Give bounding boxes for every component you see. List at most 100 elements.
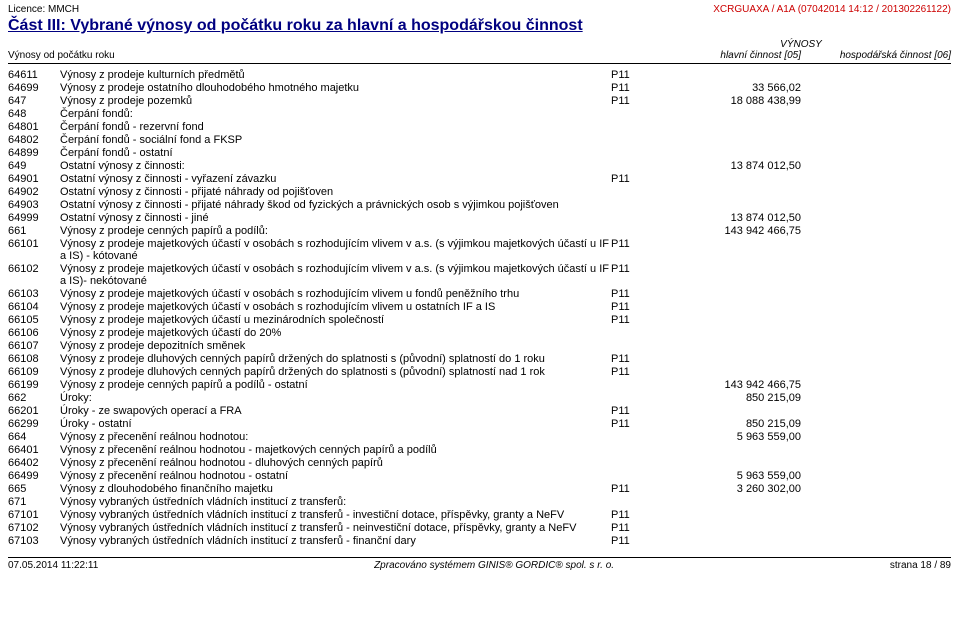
row-desc: Výnosy z přecenění reálnou hodnotou - os… <box>60 469 611 482</box>
row-p-code <box>611 107 651 120</box>
row-hc-value <box>651 237 801 262</box>
row-desc: Výnosy z prodeje kulturních předmětů <box>60 68 611 81</box>
row-desc: Výnosy vybraných ústředních vládních ins… <box>60 521 611 534</box>
row-p-code <box>611 326 651 339</box>
row-code: 66401 <box>8 443 60 456</box>
row-desc: Výnosy z prodeje majetkových účastí v os… <box>60 300 611 313</box>
table-row: 66102Výnosy z prodeje majetkových účastí… <box>8 262 951 287</box>
row-oc-value <box>801 378 951 391</box>
row-desc: Výnosy z prodeje dluhových cenných papír… <box>60 352 611 365</box>
table-row: 66201Úroky - ze swapových operací a FRAP… <box>8 404 951 417</box>
row-p-code <box>611 198 651 211</box>
row-code: 64699 <box>8 81 60 94</box>
table-row: 64902Ostatní výnosy z činnosti - přijaté… <box>8 185 951 198</box>
row-hc-value: 850 215,09 <box>651 391 801 404</box>
table-row: 649Ostatní výnosy z činnosti:13 874 012,… <box>8 159 951 172</box>
row-p-code: P11 <box>611 365 651 378</box>
table-row: 662Úroky:850 215,09 <box>8 391 951 404</box>
row-hc-value: 5 963 559,00 <box>651 469 801 482</box>
hc-col-header: hlavní činnost [05] <box>651 50 801 61</box>
section-title: Část III: Vybrané výnosy od počátku roku… <box>8 17 951 35</box>
row-hc-value <box>651 352 801 365</box>
row-hc-value <box>651 262 801 287</box>
row-code: 661 <box>8 224 60 237</box>
row-oc-value <box>801 198 951 211</box>
row-p-code: P11 <box>611 81 651 94</box>
row-p-code: P11 <box>611 172 651 185</box>
left-col-header: Výnosy od počátku roku <box>8 50 651 61</box>
row-p-code <box>611 430 651 443</box>
row-desc: Výnosy z prodeje majetkových účastí v os… <box>60 287 611 300</box>
row-oc-value <box>801 68 951 81</box>
row-p-code <box>611 133 651 146</box>
table-row: 64611Výnosy z prodeje kulturních předmět… <box>8 68 951 81</box>
row-oc-value <box>801 469 951 482</box>
row-hc-value <box>651 172 801 185</box>
row-oc-value <box>801 443 951 456</box>
row-desc: Výnosy vybraných ústředních vládních ins… <box>60 508 611 521</box>
row-oc-value <box>801 94 951 107</box>
row-p-code <box>611 120 651 133</box>
row-p-code: P11 <box>611 521 651 534</box>
vynosy-heading: VÝNOSY <box>651 39 951 50</box>
row-p-code <box>611 495 651 508</box>
row-desc: Výnosy z prodeje ostatního dlouhodobého … <box>60 81 611 94</box>
row-oc-value <box>801 365 951 378</box>
row-oc-value <box>801 262 951 287</box>
row-code: 67103 <box>8 534 60 547</box>
row-oc-value <box>801 81 951 94</box>
row-oc-value <box>801 146 951 159</box>
row-hc-value <box>651 300 801 313</box>
row-oc-value <box>801 159 951 172</box>
row-p-code <box>611 146 651 159</box>
row-desc: Výnosy z prodeje majetkových účastí do 2… <box>60 326 611 339</box>
row-hc-value <box>651 185 801 198</box>
row-desc: Výnosy vybraných ústředních vládních ins… <box>60 534 611 547</box>
table-row: 671Výnosy vybraných ústředních vládních … <box>8 495 951 508</box>
table-row: 64903Ostatní výnosy z činnosti - přijaté… <box>8 198 951 211</box>
row-code: 66107 <box>8 339 60 352</box>
row-code: 664 <box>8 430 60 443</box>
table-row: 67103Výnosy vybraných ústředních vládníc… <box>8 534 951 547</box>
row-code: 66106 <box>8 326 60 339</box>
row-oc-value <box>801 224 951 237</box>
row-oc-value <box>801 521 951 534</box>
doc-id-label: XCRGUAXA / A1A (07042014 14:12 / 2013022… <box>713 4 951 15</box>
row-p-code <box>611 339 651 352</box>
row-hc-value: 143 942 466,75 <box>651 224 801 237</box>
table-row: 64801Čerpání fondů - rezervní fond <box>8 120 951 133</box>
row-desc: Ostatní výnosy z činnosti: <box>60 159 611 172</box>
row-code: 66109 <box>8 365 60 378</box>
row-oc-value <box>801 456 951 469</box>
row-code: 64903 <box>8 198 60 211</box>
row-oc-value <box>801 211 951 224</box>
row-p-code <box>611 378 651 391</box>
row-p-code <box>611 159 651 172</box>
row-desc: Čerpání fondů - rezervní fond <box>60 120 611 133</box>
row-desc: Výnosy vybraných ústředních vládních ins… <box>60 495 611 508</box>
row-code: 64902 <box>8 185 60 198</box>
row-p-code: P11 <box>611 482 651 495</box>
row-hc-value <box>651 313 801 326</box>
table-row: 66108Výnosy z prodeje dluhových cenných … <box>8 352 951 365</box>
table-row: 66101Výnosy z prodeje majetkových účastí… <box>8 237 951 262</box>
table-row: 664Výnosy z přecenění reálnou hodnotou:5… <box>8 430 951 443</box>
row-p-code <box>611 443 651 456</box>
table-row: 66402Výnosy z přecenění reálnou hodnotou… <box>8 456 951 469</box>
row-hc-value <box>651 287 801 300</box>
row-desc: Ostatní výnosy z činnosti - jiné <box>60 211 611 224</box>
row-hc-value <box>651 534 801 547</box>
row-oc-value <box>801 300 951 313</box>
row-code: 64999 <box>8 211 60 224</box>
row-code: 64901 <box>8 172 60 185</box>
row-hc-value <box>651 68 801 81</box>
row-desc: Výnosy z dlouhodobého finančního majetku <box>60 482 611 495</box>
row-code: 66104 <box>8 300 60 313</box>
row-p-code <box>611 391 651 404</box>
footer-timestamp: 07.05.2014 11:22:11 <box>8 560 98 571</box>
row-hc-value <box>651 107 801 120</box>
row-oc-value <box>801 391 951 404</box>
row-hc-value <box>651 495 801 508</box>
row-hc-value <box>651 443 801 456</box>
row-oc-value <box>801 534 951 547</box>
